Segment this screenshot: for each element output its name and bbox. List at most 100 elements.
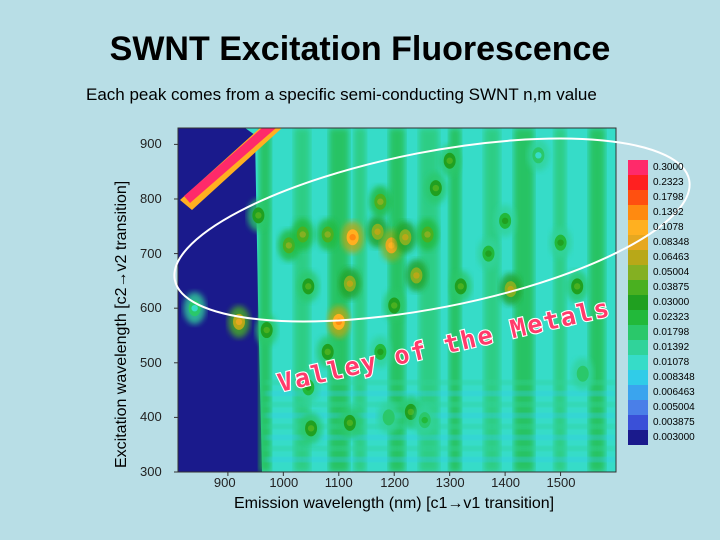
peak-core (324, 348, 331, 356)
slide-subtitle: Each peak comes from a specific semi-con… (86, 85, 597, 104)
heatmap-stripe (419, 128, 439, 472)
peak-core (573, 283, 581, 290)
heatmap-stripe (589, 128, 605, 472)
colorbar-label: 0.2323 (653, 177, 684, 188)
colorbar-swatch (628, 370, 648, 385)
colorbar-label: 0.03875 (653, 282, 690, 293)
scatter-streak-core (184, 128, 276, 203)
heatmap-stripe (329, 128, 349, 472)
peak-core (349, 234, 356, 241)
y-axis-label: Excitation wavelength [c2→v2 transition] (113, 180, 130, 468)
colorbar-label: 0.02323 (653, 312, 690, 323)
peak-core (485, 250, 492, 257)
peak-core (255, 212, 262, 219)
peak-core (391, 302, 398, 309)
x-tick-label: 1500 (546, 475, 576, 490)
peak-core (501, 217, 509, 225)
peak-core (191, 304, 198, 312)
colorbar-label: 0.1392 (653, 207, 684, 218)
heatmap-band (265, 424, 615, 429)
colorbar-label: 0.01392 (653, 342, 690, 353)
colorbar-swatch (628, 430, 648, 445)
peak-core (374, 228, 381, 235)
colorbar-label: 0.03000 (653, 297, 690, 308)
colorbar-label: 0.08348 (653, 237, 690, 248)
peak-core (346, 280, 354, 287)
colorbar-swatch (628, 160, 648, 175)
scatter-streak (180, 128, 282, 210)
colorbar-swatch (628, 340, 648, 355)
colorbar-label: 0.3000 (653, 162, 684, 173)
colorbar-label: 0.1798 (653, 192, 684, 203)
x-tick-label: 1400 (491, 475, 521, 490)
peak-core (432, 184, 440, 192)
y-tick-label: 500 (140, 354, 162, 370)
heatmap-stripe (449, 128, 461, 472)
colorbar-swatch (628, 280, 648, 295)
peak-core (424, 231, 431, 238)
x-tick-label: 900 (213, 475, 236, 490)
colorbar-label: 0.1078 (653, 222, 684, 233)
colorbar-swatch (628, 220, 648, 235)
colorbar-label: 0.006463 (653, 387, 695, 398)
colorbar-label: 0.01078 (653, 357, 690, 368)
x-tick-label: 1000 (269, 475, 299, 490)
x-tick-label: 1200 (380, 475, 410, 490)
peak-core (413, 272, 420, 279)
peak-core (307, 425, 315, 432)
y-tick-label: 700 (140, 245, 162, 261)
peak-core (377, 198, 384, 205)
colorbar-swatch (628, 190, 648, 205)
heatmap-stripe (514, 128, 534, 472)
peak-core (324, 231, 331, 238)
y-tick-label: 400 (140, 409, 162, 425)
colorbar-label: 0.008348 (653, 372, 695, 383)
y-tick-label: 600 (140, 300, 162, 316)
y-tick-label: 800 (140, 190, 162, 206)
x-tick-label: 1300 (435, 475, 465, 490)
peak-core (388, 242, 395, 249)
colorbar-swatch (628, 325, 648, 340)
heatmap-band (265, 380, 615, 385)
highlight-ellipse (173, 137, 691, 323)
x-axis-label: Emission wavelength (nm) [c1→v1 transiti… (234, 495, 555, 512)
colorbar-swatch (628, 385, 648, 400)
peak-core (285, 242, 293, 249)
heatmap-stripe (354, 128, 366, 472)
peak-core (305, 283, 312, 290)
peak-core (446, 157, 453, 164)
colorbar-label: 0.003000 (653, 432, 695, 443)
peak-core (535, 152, 542, 159)
peak-core (579, 370, 586, 377)
peak-core (402, 234, 409, 241)
colorbar-swatch (628, 400, 648, 415)
peak-core (377, 348, 384, 356)
colorbar (628, 160, 648, 445)
axis-ticks (174, 143, 562, 476)
colorbar-label: 0.06463 (653, 252, 690, 263)
heatmap-band (265, 402, 615, 407)
peak-core (407, 408, 415, 416)
colorbar-label: 0.003875 (653, 417, 695, 428)
heatmap-stripe (259, 128, 271, 472)
colorbar-swatch (628, 205, 648, 220)
peak-core (305, 384, 312, 391)
slide-title: SWNT Excitation Fluorescence (109, 30, 611, 68)
colorbar-label: 0.005004 (653, 402, 695, 413)
plot-area (178, 128, 616, 472)
peak-core (421, 416, 428, 424)
heatmap-band (265, 457, 615, 462)
colorbar-swatch (628, 355, 648, 370)
heatmap-band (265, 413, 615, 418)
heatmap-band (265, 446, 615, 451)
peak-core (457, 283, 464, 290)
peak-core (557, 239, 564, 246)
peak-core (346, 419, 354, 427)
colorbar-label: 0.01798 (653, 327, 690, 338)
peak-core (385, 414, 392, 421)
y-tick-label: 300 (140, 464, 162, 479)
low-signal-region (178, 128, 262, 472)
colorbar-swatch (628, 175, 648, 190)
heatmap-band (265, 435, 615, 440)
